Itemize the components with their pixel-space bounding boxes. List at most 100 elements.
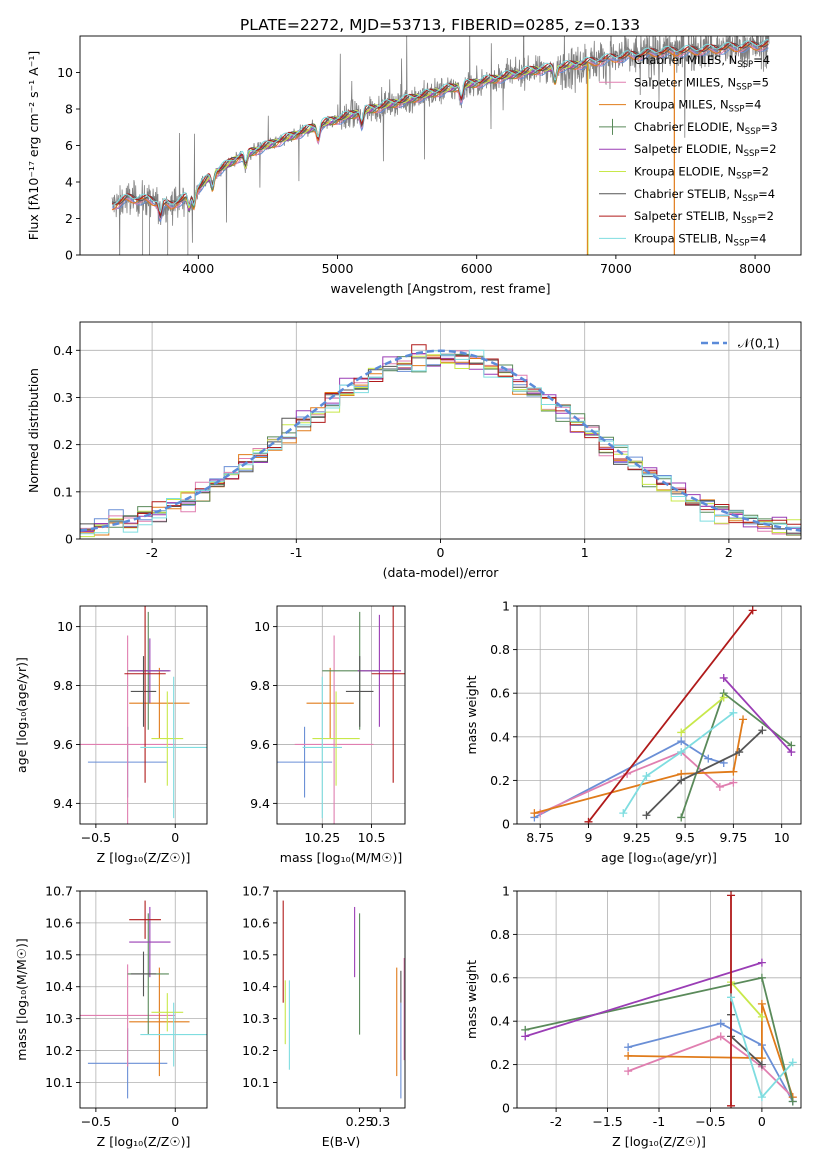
weight-marker-salpeter_elodie (787, 748, 796, 757)
y-tick-label: 10 (57, 65, 73, 80)
y-tick-label: 10.2 (242, 1043, 270, 1058)
legend-label-normal: 𝒩(0,1) (738, 336, 780, 351)
legend-label-suffix: =4 (744, 98, 761, 112)
legend-label-main: Salpeter ELODIE, N (634, 142, 744, 156)
y-tick-label: 10.3 (45, 1011, 73, 1026)
axes-frame: 10.25 10.5 9.4 9.6 9.8 10 mass [log₁₀(M/M☉)] (250, 605, 406, 865)
legend-label-main: Chabrier MILES, N (634, 53, 737, 67)
mass-weight-vs-age-panel: 8.75 9 9.25 9.5 9.75 10 0 0.2 0.4 0.6 0.8 1 age [log… (464, 599, 802, 865)
y-tick-label: 0.4 (490, 1014, 510, 1029)
y-tick-label: 0.6 (490, 686, 510, 701)
mass-vs-ebv-panel: 0.250.3 10.1 10.2 10.3 10.4 10.5 10.6 10.7 E(B-V… (242, 884, 406, 1149)
model-spectrum-salpeter_stelib (111, 40, 769, 217)
y-tick-label: 10.2 (45, 1043, 73, 1058)
x-tick-label: 4000 (182, 261, 214, 276)
legend-label: Salpeter ELODIE, NSSP=2 (634, 142, 777, 159)
y-tick-label: 0.3 (53, 390, 73, 405)
weight-marker-chabrier_stelib (677, 776, 686, 785)
x-tick-label: 2 (725, 545, 733, 560)
y-tick-label: 0.4 (490, 729, 510, 744)
legend-label-sub: SSP (729, 105, 745, 115)
legend-label-sub: SSP (736, 82, 752, 92)
y-tick-label: 9.4 (250, 796, 270, 811)
y-tick-label: 8 (65, 102, 73, 117)
weight-marker-salpeter_stelib (748, 606, 757, 615)
x-tick-label: -1 (290, 545, 302, 560)
y-tick-label: 9.6 (53, 737, 73, 752)
weight-marker-kroupa_elodie (719, 693, 728, 702)
legend-label-suffix: =2 (752, 165, 769, 179)
weight-line-salpeter_stelib (587, 609, 754, 823)
x-tick-label: 9 (585, 830, 593, 845)
x-tick-label: 1 (581, 545, 589, 560)
weight-marker-salpeter_elodie (521, 1032, 530, 1041)
y-tick-label: 0.1 (53, 484, 73, 499)
weight-marker-kroupa_miles (729, 767, 738, 776)
axes-box (276, 605, 406, 825)
weight-marker-kroupa_stelib (677, 748, 686, 757)
age-vs-mass-panel: 10.25 10.5 9.4 9.6 9.8 10 mass [log₁₀(M/M☉)] (250, 605, 406, 865)
weight-marker-chabrier_miles (704, 754, 713, 763)
legend-label-suffix: =4 (758, 187, 775, 201)
axes-frame: -2 -1 0 1 2 0 0.1 0.2 0.3 0.4 (data-model)/error No… (26, 321, 802, 580)
weight-marker-kroupa_elodie (677, 728, 686, 737)
x-tick-label: -2 (146, 545, 158, 560)
y-tick-label: 0.2 (53, 437, 73, 452)
plot-area (80, 344, 801, 538)
y-tick-label: 0.8 (490, 927, 510, 942)
legend-label: Chabrier STELIB, NSSP=4 (634, 187, 775, 204)
model-spectrum-salpeter_miles (111, 44, 769, 220)
legend-label: Chabrier MILES, NSSP=4 (634, 53, 770, 70)
y-tick-label: 9.4 (53, 796, 73, 811)
y-tick-label: 1 (502, 599, 510, 614)
x-tick-label: 10.5 (358, 830, 386, 845)
x-tick-label: -1 (653, 1114, 665, 1129)
weight-marker-kroupa_stelib (619, 809, 628, 818)
y-tick-label: 10.5 (242, 947, 270, 962)
weight-marker-salpeter_miles (624, 1067, 633, 1076)
x-tick-label: 7000 (600, 261, 632, 276)
weight-marker-kroupa_miles (757, 999, 766, 1008)
weight-marker-salpeter_miles (716, 1032, 725, 1041)
axes-frame: -2 −1.5 -1 −0.5 0 0 0.2 0.4 0.6 0.8 1 Z [log₁₀(Z/Z☉… (464, 884, 802, 1149)
x-tick-label: 9.5 (675, 830, 695, 845)
x-axis-label: mass [log₁₀(M/M☉)] (280, 850, 402, 865)
axes-frame: −0.5 0 9.4 9.6 9.8 10 Z [log₁₀(Z/Z☉)] age [log₁… (14, 605, 208, 865)
x-tick-label: −1.5 (592, 1114, 622, 1129)
x-tick-label: 0.25 (346, 1114, 374, 1129)
axes-box (79, 605, 208, 825)
y-tick-label: 2 (65, 211, 73, 226)
x-tick-label: 0 (437, 545, 445, 560)
y-tick-label: 0.2 (490, 773, 510, 788)
legend-label-sub: SSP (741, 216, 757, 226)
weight-line-chabrier_miles (533, 740, 724, 819)
weight-marker-chabrier_stelib (757, 1060, 766, 1069)
plot-area (80, 900, 207, 1099)
y-tick-label: 9.8 (53, 678, 73, 693)
y-tick-label: 0.6 (490, 970, 510, 985)
y-tick-label: 10.6 (242, 915, 270, 930)
weight-marker-salpeter_miles (715, 782, 724, 791)
legend-label-main: Chabrier ELODIE, N (634, 120, 745, 134)
plot-area (521, 891, 797, 1108)
legend-label-main: Salpeter MILES, N (634, 75, 736, 89)
weight-marker-chabrier_miles (677, 737, 686, 746)
weight-line-salpeter_elodie (723, 677, 792, 753)
plot-area (277, 606, 405, 824)
x-tick-label: −0.5 (81, 830, 111, 845)
x-tick-label: 0 (171, 1114, 179, 1129)
y-tick-label: 0.4 (53, 343, 73, 358)
plot-area (111, 36, 770, 255)
weight-marker-kroupa_stelib (757, 1093, 766, 1102)
weight-marker-salpeter_stelib (727, 891, 736, 900)
histogram-kroupa_stelib (80, 349, 801, 535)
x-tick-label: 10.25 (304, 830, 340, 845)
x-tick-label: 0 (758, 1114, 766, 1129)
x-axis-label: E(B-V) (322, 1134, 361, 1149)
y-axis-label: Flux [fλ10⁻¹⁷ erg cm⁻² s⁻¹ A⁻¹] (26, 51, 41, 240)
x-tick-label: 0 (171, 830, 179, 845)
legend-label-sub: SSP (745, 127, 761, 137)
weight-line-kroupa_miles (534, 719, 744, 814)
weight-marker-salpeter_elodie (719, 673, 728, 682)
y-tick-label: 9.6 (250, 737, 270, 752)
